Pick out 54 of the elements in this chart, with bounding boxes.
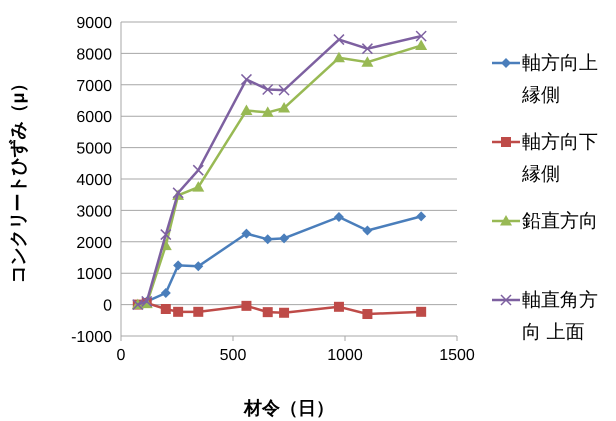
y-tick-label: 0 <box>103 298 112 315</box>
point <box>415 40 428 50</box>
y-tick-label: 6000 <box>76 109 112 126</box>
point <box>362 309 372 320</box>
x-tick-label: 500 <box>220 347 246 364</box>
point <box>415 30 427 42</box>
point <box>240 74 252 86</box>
y-tick-label: -1000 <box>71 329 112 346</box>
y-tick-label: 9000 <box>76 15 112 32</box>
point <box>262 234 273 244</box>
point <box>193 261 204 272</box>
point <box>173 260 184 270</box>
y-tick-label: 2000 <box>76 234 112 252</box>
point <box>279 233 290 244</box>
y-tick-label: 1000 <box>76 266 112 284</box>
point <box>240 104 252 116</box>
point <box>416 306 426 317</box>
point <box>362 42 374 54</box>
point <box>332 52 345 62</box>
y-tick-label: 7000 <box>76 78 112 95</box>
point <box>241 228 252 239</box>
point <box>192 181 204 192</box>
y-tick-label: 8000 <box>76 46 112 64</box>
point <box>333 34 345 46</box>
point <box>262 84 274 96</box>
y-tick-label: 3000 <box>76 203 112 220</box>
point <box>416 211 426 222</box>
point <box>334 212 344 222</box>
point <box>173 306 184 317</box>
point <box>193 306 204 317</box>
point <box>160 288 171 298</box>
point <box>361 56 374 67</box>
point <box>192 164 204 176</box>
legend-label: 軸方向上縁側 <box>521 52 598 106</box>
legend-label: 軸方向下縁側 <box>521 131 598 185</box>
point <box>334 302 344 312</box>
point <box>278 102 290 113</box>
x-axis-title: 材令（日） <box>243 398 334 418</box>
point <box>262 307 273 318</box>
point <box>241 300 252 311</box>
point <box>362 225 372 236</box>
point <box>160 228 172 240</box>
y-tick-label: 4000 <box>76 172 112 189</box>
point <box>160 304 171 314</box>
y-tick-label: 5000 <box>76 140 112 158</box>
legend-label: 鉛直方向 <box>522 210 598 232</box>
legend-label: 軸直角方向 上面 <box>522 289 598 343</box>
x-tick-label: 1000 <box>327 347 363 364</box>
x-tick-label: 0 <box>116 347 126 364</box>
point <box>262 106 274 117</box>
x-tick-label: 1500 <box>439 347 475 364</box>
point <box>279 308 290 318</box>
y-axis-title: コンクリートひずみ（μ） <box>8 74 29 284</box>
point <box>278 84 290 96</box>
